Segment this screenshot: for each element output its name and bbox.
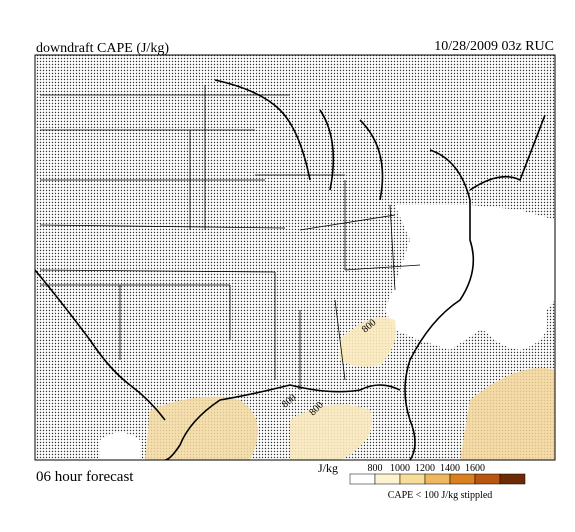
colorbar-box (424, 473, 451, 485)
map: 800 800 800 (35, 55, 555, 460)
colorbar-box (449, 473, 476, 485)
valid-time: 10/28/2009 03z RUC (434, 39, 554, 54)
colorbar-label: 1600 (465, 463, 485, 474)
colorbar-label: 1400 (440, 463, 460, 474)
title: downdraft CAPE (J/kg) (36, 41, 169, 56)
legend-unit: J/kg (318, 461, 338, 475)
legend-note: CAPE < 100 J/kg stippled (388, 490, 493, 501)
colorbar-label: 1000 (390, 463, 410, 474)
colorbar-box (399, 473, 426, 485)
map-frame (34, 54, 556, 461)
boundaries (35, 79, 546, 460)
colorbar: 800 1000 1200 1400 1600 (349, 463, 526, 485)
colorbar-box (474, 473, 501, 485)
colorbar-box (349, 473, 376, 485)
colorbar-box (374, 473, 401, 485)
forecast-label: 06 hour forecast (36, 469, 134, 485)
colorbar-label: 1200 (415, 463, 435, 474)
colorbar-label: 800 (368, 463, 383, 474)
colorbar-box (499, 473, 526, 485)
